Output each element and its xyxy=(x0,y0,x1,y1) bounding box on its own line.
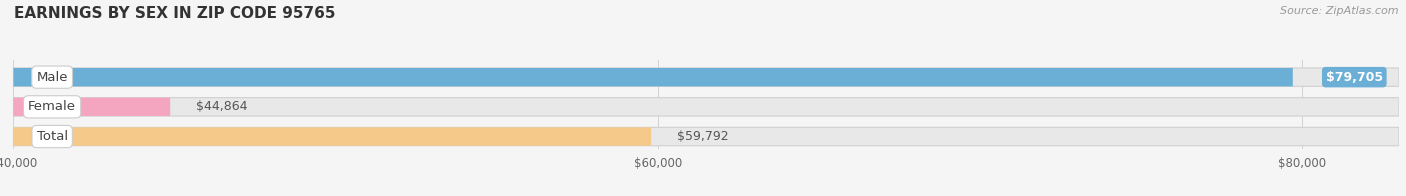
FancyBboxPatch shape xyxy=(14,68,1399,86)
Text: Source: ZipAtlas.com: Source: ZipAtlas.com xyxy=(1281,6,1399,16)
FancyBboxPatch shape xyxy=(14,68,1292,86)
Text: $59,792: $59,792 xyxy=(676,130,728,143)
Text: Female: Female xyxy=(28,100,76,113)
FancyBboxPatch shape xyxy=(14,98,170,116)
Text: Male: Male xyxy=(37,71,67,84)
FancyBboxPatch shape xyxy=(14,98,1399,116)
Text: Total: Total xyxy=(37,130,67,143)
FancyBboxPatch shape xyxy=(14,127,1399,146)
Text: EARNINGS BY SEX IN ZIP CODE 95765: EARNINGS BY SEX IN ZIP CODE 95765 xyxy=(14,6,336,21)
Text: $79,705: $79,705 xyxy=(1326,71,1384,84)
Text: $44,864: $44,864 xyxy=(195,100,247,113)
FancyBboxPatch shape xyxy=(14,127,651,146)
